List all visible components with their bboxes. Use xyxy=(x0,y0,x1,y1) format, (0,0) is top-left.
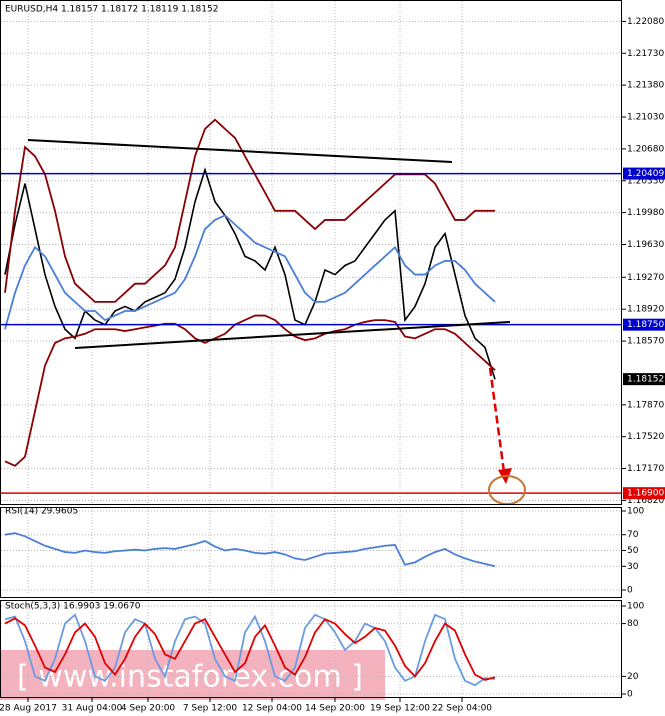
main-frame xyxy=(0,0,622,505)
x-tick-label: 19 Sep 12:00 xyxy=(370,704,430,714)
level-label: 1.20409 xyxy=(627,169,664,179)
y-tick-label: 1.18570 xyxy=(627,337,664,347)
x-tick-label: 22 Sep 04:00 xyxy=(432,704,492,714)
panel-title: Stoch(5,3,3) 16.9903 19.0670 xyxy=(5,602,141,612)
x-tick-label: 12 Sep 04:00 xyxy=(242,704,302,714)
x-tick-label: 31 Aug 04:00 xyxy=(62,704,123,714)
y-tick-label: 1.16820 xyxy=(627,496,664,506)
level-label-box xyxy=(623,373,665,386)
y-tick-label: 100 xyxy=(627,507,644,517)
level-label-box xyxy=(623,167,665,180)
y-tick-label: 1.17170 xyxy=(627,464,664,474)
y-tick-label: 20 xyxy=(627,672,639,682)
y-tick-label: 100 xyxy=(627,602,644,612)
level-label-box xyxy=(623,487,665,500)
y-tick-label: 0 xyxy=(627,690,633,700)
watermark: [ www.instaforex.com ] xyxy=(17,660,363,695)
y-tick-label: 1.19630 xyxy=(627,240,664,250)
y-tick-label: 1.19980 xyxy=(627,208,664,218)
y-tick-label: 70 xyxy=(627,530,639,540)
series-line xyxy=(4,214,496,330)
series-line xyxy=(4,167,496,380)
series-line xyxy=(4,314,496,467)
y-tick-label: 0 xyxy=(627,586,633,596)
y-tick-label: 1.22080 xyxy=(627,17,664,27)
rsi-frame xyxy=(0,507,622,598)
series-line xyxy=(4,613,496,687)
y-tick-label: 1.18920 xyxy=(627,305,664,315)
y-tick-label: 50 xyxy=(627,546,639,556)
y-tick-label: 1.17870 xyxy=(627,400,664,410)
y-tick-label: 30 xyxy=(627,562,639,572)
level-label: 1.18750 xyxy=(627,320,664,330)
y-tick-label: 1.17520 xyxy=(627,432,664,442)
series-line xyxy=(4,532,496,568)
series-line xyxy=(4,617,496,681)
level-label: 1.18152 xyxy=(627,375,664,385)
series-line xyxy=(4,118,495,303)
level-label: 1.16900 xyxy=(627,489,664,499)
watermark-box xyxy=(0,650,385,700)
y-tick-label: 1.21380 xyxy=(627,81,664,91)
x-tick-label: 14 Sep 20:00 xyxy=(305,704,365,714)
y-tick-label: 1.21730 xyxy=(627,49,664,59)
x-tick-label: 7 Sep 12:00 xyxy=(183,704,238,714)
y-tick-label: 1.19270 xyxy=(627,273,664,283)
y-tick-label: 80 xyxy=(627,619,639,629)
panel-title: EURUSD,H4 1.18157 1.18172 1.18119 1.1815… xyxy=(5,5,218,15)
x-tick-label: 28 Aug 2017 xyxy=(0,704,57,714)
y-tick-label: 1.20680 xyxy=(627,144,664,154)
x-tick-label: 4 Sep 20:00 xyxy=(121,704,176,714)
level-label-box xyxy=(623,318,665,331)
trend-line xyxy=(74,321,511,349)
forecast-arrow xyxy=(488,367,506,473)
y-tick-label: 1.20330 xyxy=(627,176,664,186)
stoch-frame xyxy=(0,600,622,698)
y-tick-label: 1.21030 xyxy=(627,113,664,123)
panel-title: RSI(14) 29.9605 xyxy=(5,507,78,517)
trend-line xyxy=(27,139,453,163)
